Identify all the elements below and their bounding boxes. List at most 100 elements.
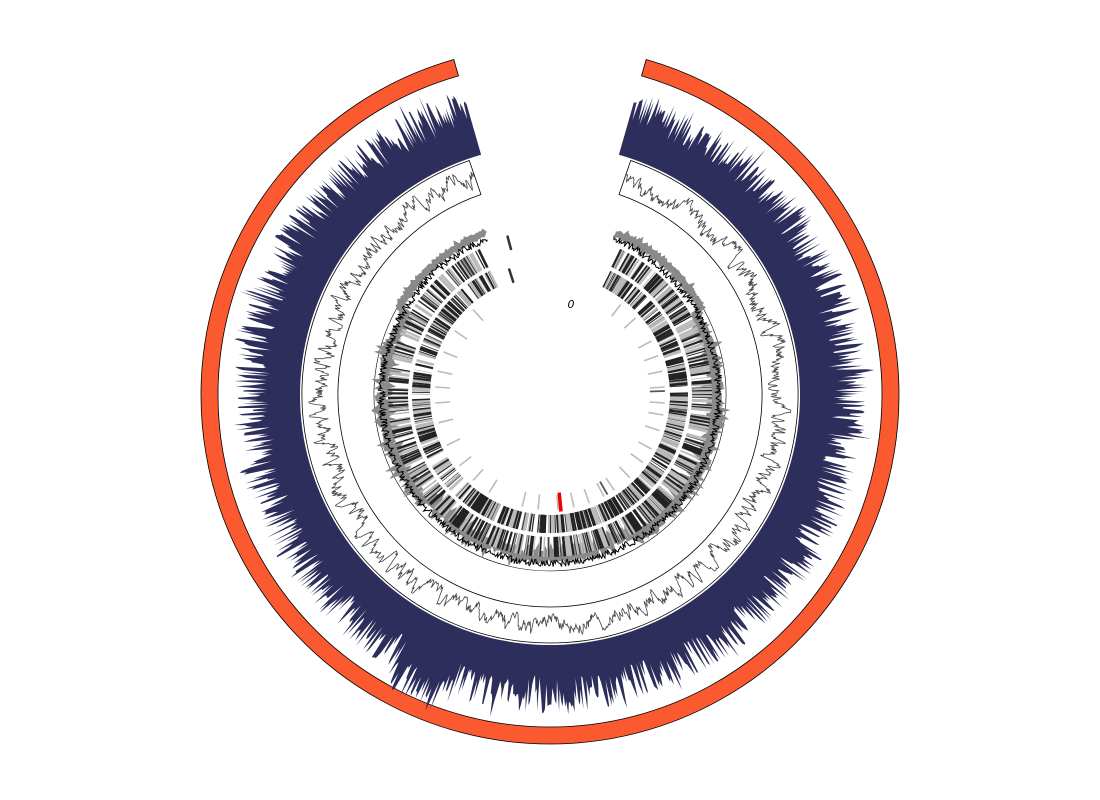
gene-forward-mark xyxy=(660,293,677,307)
gene-forward-mark xyxy=(625,257,638,276)
gene-forward-mark xyxy=(611,248,623,268)
gene-reverse-mark xyxy=(598,504,608,522)
gene-reverse-mark xyxy=(641,471,656,485)
gene-forward-mark xyxy=(451,265,465,283)
gene-reverse-mark xyxy=(434,460,452,474)
gene-reverse-mark xyxy=(569,512,576,532)
gene-reverse-mark xyxy=(620,283,634,300)
gene-forward-mark xyxy=(425,485,442,500)
gene-forward-mark xyxy=(655,286,672,302)
gene-forward-mark xyxy=(388,387,409,390)
gene-reverse-mark xyxy=(658,443,677,453)
gene-forward-mark xyxy=(642,502,657,518)
gene-reverse-mark xyxy=(419,432,437,442)
gene-reverse-mark xyxy=(669,380,688,384)
gene-reverse-mark xyxy=(449,477,464,491)
gene-reverse-mark xyxy=(496,505,507,524)
gene-reverse-mark xyxy=(649,317,665,329)
inner-feature-mark xyxy=(435,386,451,389)
gene-forward-mark xyxy=(389,416,410,422)
gene-reverse-mark xyxy=(621,491,633,506)
gene-forward-mark xyxy=(477,249,489,269)
gene-forward-mark xyxy=(630,261,645,280)
gene-reverse-mark xyxy=(415,422,434,430)
gene-forward-mark xyxy=(659,291,676,306)
genes-reverse-track xyxy=(411,270,689,534)
inner-feature-mark xyxy=(556,494,559,510)
gene-reverse-mark xyxy=(652,324,670,336)
gene-forward-mark xyxy=(554,536,558,557)
gene-forward-mark xyxy=(651,492,668,509)
gene-reverse-mark xyxy=(662,435,681,443)
inner-feature-mark xyxy=(637,441,652,450)
gene-reverse-mark xyxy=(587,508,596,527)
gene-forward-mark xyxy=(573,534,580,555)
gene-forward-mark xyxy=(525,535,530,556)
gene-reverse-mark xyxy=(629,291,643,306)
gene-reverse-mark xyxy=(626,288,640,305)
gene-reverse-mark xyxy=(413,411,432,417)
gene-reverse-mark xyxy=(475,496,487,513)
gene-forward-mark xyxy=(661,294,679,309)
gene-reverse-mark xyxy=(426,448,444,458)
gene-forward-mark xyxy=(660,481,679,496)
gene-reverse-mark xyxy=(564,514,568,533)
gene-forward-mark xyxy=(388,399,409,402)
gene-forward-mark xyxy=(670,309,689,322)
gene-forward-mark xyxy=(581,532,589,553)
inner-feature-mark xyxy=(623,317,637,329)
gene-reverse-mark xyxy=(483,500,494,517)
gene-reverse-mark xyxy=(666,422,685,430)
gene-forward-mark xyxy=(437,497,453,513)
gene-forward-mark xyxy=(423,291,441,306)
gene-forward-mark xyxy=(645,274,661,292)
gene-reverse-mark xyxy=(612,276,622,293)
gene-reverse-mark xyxy=(412,404,431,408)
inner-feature-mark xyxy=(437,370,453,375)
inner-feature-mark xyxy=(610,303,622,317)
gene-reverse-mark xyxy=(522,512,528,531)
gene-reverse-mark xyxy=(450,298,465,313)
line-track-border xyxy=(301,160,799,644)
gene-reverse-mark xyxy=(669,404,688,409)
gene-forward-mark xyxy=(675,459,695,471)
inner-feature-mark xyxy=(435,401,451,404)
gene-reverse-mark xyxy=(500,507,510,525)
gene-reverse-mark xyxy=(613,278,626,295)
gene-forward-mark xyxy=(458,260,472,278)
gene-reverse-mark xyxy=(436,463,452,475)
gene-reverse-mark xyxy=(505,508,514,527)
gene-reverse-mark xyxy=(643,308,659,321)
gene-reverse-mark xyxy=(638,474,654,488)
gene-reverse-mark xyxy=(511,510,519,529)
gene-reverse-mark xyxy=(666,361,685,367)
gene-forward-mark xyxy=(681,333,701,343)
gene-reverse-mark xyxy=(512,510,520,529)
gene-reverse-mark xyxy=(669,381,688,384)
gene-forward-mark xyxy=(396,440,417,450)
gene-forward-mark xyxy=(647,497,663,513)
gene-forward-mark xyxy=(677,454,698,466)
gene-reverse-mark xyxy=(442,306,458,320)
gene-forward-mark xyxy=(412,470,431,482)
gene-reverse-mark xyxy=(669,401,688,405)
gene-forward-mark xyxy=(653,490,670,506)
gene-reverse-mark xyxy=(421,344,439,352)
gene-forward-mark xyxy=(461,258,474,277)
gene-forward-mark xyxy=(436,496,452,512)
gene-forward-mark xyxy=(404,320,424,333)
gene-forward-mark xyxy=(673,315,692,327)
gene-reverse-mark xyxy=(418,431,437,438)
gene-reverse-mark xyxy=(474,495,486,512)
gene-forward-mark xyxy=(501,530,509,550)
gene-forward-mark xyxy=(691,398,712,403)
gene-reverse-mark xyxy=(625,287,639,304)
gene-reverse-mark xyxy=(478,276,489,293)
gene-reverse-mark xyxy=(488,270,499,288)
gene-reverse-mark xyxy=(627,486,640,501)
gene-reverse-mark xyxy=(543,514,547,533)
gene-reverse-mark xyxy=(474,278,486,295)
inner-feature-mark xyxy=(537,494,541,510)
gene-forward-mark xyxy=(429,489,447,506)
gene-reverse-mark xyxy=(447,301,463,315)
